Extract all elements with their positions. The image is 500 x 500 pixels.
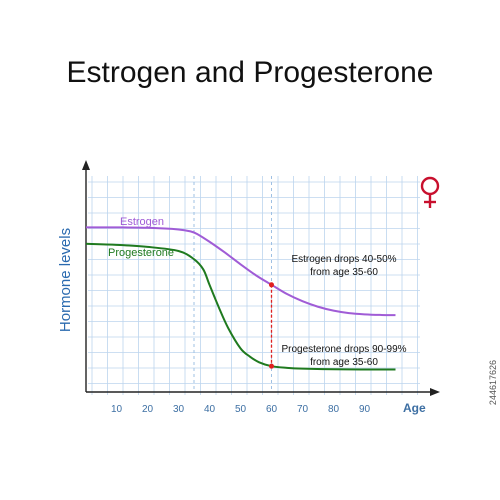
x-tick-labels: 10 20 30 40 50 60 70 80 90 xyxy=(111,404,371,415)
grid xyxy=(88,176,420,395)
axes xyxy=(82,160,440,396)
chart-title: Estrogen and Progesterone xyxy=(66,56,434,89)
series-line-estrogen xyxy=(85,226,396,317)
estrogen-marker-point xyxy=(269,282,274,288)
watermark-id: 244617626 xyxy=(488,360,498,406)
female-symbol-icon xyxy=(420,176,440,208)
x-tick-label: 60 xyxy=(266,404,278,415)
x-tick-label: 20 xyxy=(142,404,154,415)
x-axis-label: Age xyxy=(403,401,426,415)
x-axis-arrow xyxy=(430,388,440,396)
series-layer xyxy=(85,226,396,371)
reference-lines xyxy=(193,176,272,392)
x-tick-label: 50 xyxy=(235,404,247,415)
series-line-progesterone xyxy=(85,242,396,371)
annotation-estrogen-line2: from age 35-60 xyxy=(310,267,378,278)
x-tick-label: 90 xyxy=(359,404,371,415)
x-tick-label: 30 xyxy=(173,404,185,415)
y-axis-arrow xyxy=(82,160,90,170)
series-label-estrogen: Estrogen xyxy=(120,216,164,228)
x-tick-label: 10 xyxy=(111,404,123,415)
y-axis-label: Hormone levels xyxy=(57,228,74,332)
x-tick-label: 40 xyxy=(204,404,216,415)
annotation-progesterone-line2: from age 35-60 xyxy=(310,357,378,368)
progesterone-marker-point xyxy=(269,363,274,369)
x-tick-label: 80 xyxy=(328,404,340,415)
annotation-estrogen-line1: Estrogen drops 40-50% xyxy=(291,254,396,265)
x-tick-label: 70 xyxy=(297,404,309,415)
series-label-progesterone: Progesterone xyxy=(108,247,174,259)
annotation-progesterone-line1: Progesterone drops 90-99% xyxy=(281,344,406,355)
